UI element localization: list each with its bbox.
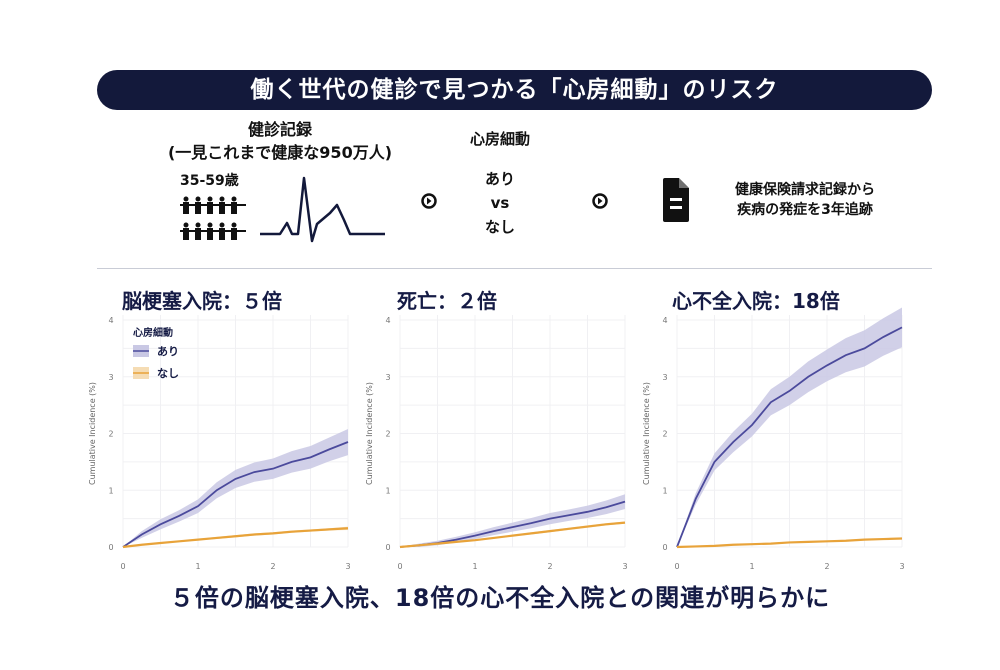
af-no: なし (484, 218, 515, 236)
arrow-circle-icon (592, 193, 608, 209)
divider (97, 268, 932, 269)
x-tick-label: 1 (749, 562, 754, 571)
record-title: 健診記録 (247, 120, 312, 139)
ci-band-ari (677, 307, 902, 547)
ecg-icon (260, 176, 385, 243)
y-tick-label: 1 (385, 486, 390, 495)
x-tick-label: 2 (270, 562, 275, 571)
y-tick-label: 2 (662, 430, 667, 439)
caption: ５倍の脳梗塞入院、18倍の心不全入院との関連が明らかに (169, 584, 831, 612)
legend-title: 心房細動 (133, 326, 173, 339)
x-tick-label: 0 (674, 562, 679, 571)
chart-0: 0 1 2 3 4 0 1 2 3 Cumulative Incidence (%) (88, 315, 351, 571)
legend-item: なし (157, 367, 179, 380)
y-tick-label: 4 (385, 316, 390, 325)
ci-band-ari (123, 428, 348, 547)
y-tick-label: 0 (662, 543, 667, 552)
legend-item: あり (157, 345, 179, 358)
x-tick-label: 0 (397, 562, 402, 571)
y-tick-label: 4 (662, 316, 667, 325)
y-tick-label: 1 (662, 486, 667, 495)
af-title: 心房細動 (469, 130, 530, 148)
x-tick-label: 3 (622, 562, 627, 571)
header-title: 働く世代の健診で見つかる「心房細動」のリスク (97, 70, 932, 110)
age-range: 35-59歳 (180, 173, 239, 189)
y-tick-label: 2 (108, 430, 113, 439)
arrow-circle-icon (421, 193, 437, 209)
y-tick-label: 1 (108, 486, 113, 495)
x-tick-label: 2 (824, 562, 829, 571)
y-tick-label: 3 (662, 373, 667, 382)
followup-line2: 疾病の発症を3年追跡 (737, 202, 873, 218)
chart-1: 0 1 2 3 4 0 1 2 3 Cumulative Incidence (%) (365, 315, 628, 571)
y-tick-label: 3 (108, 373, 113, 382)
x-tick-label: 0 (120, 562, 125, 571)
y-tick-label: 3 (385, 373, 390, 382)
people-icon (180, 196, 246, 240)
chart-2: 0 1 2 3 4 0 1 2 3 Cumulative Incidence (%) (642, 307, 905, 571)
y-tick-label: 4 (108, 316, 113, 325)
af-yes: あり (484, 170, 515, 188)
x-tick-label: 1 (472, 562, 477, 571)
x-tick-label: 3 (899, 562, 904, 571)
x-tick-label: 3 (345, 562, 350, 571)
record-subtitle: (一見これまで健康な950万人) (167, 143, 393, 162)
document-icon (663, 178, 689, 222)
x-tick-label: 2 (547, 562, 552, 571)
followup-line1: 健康保険請求記録から (735, 182, 875, 198)
y-tick-label: 2 (385, 430, 390, 439)
x-tick-label: 1 (195, 562, 200, 571)
chart-title-death: 死亡：２倍 (397, 289, 497, 313)
y-tick-label: 0 (385, 543, 390, 552)
chart-title-heart-failure: 心不全入院：18倍 (672, 289, 840, 313)
y-tick-label: 0 (108, 543, 113, 552)
chart-title-stroke: 脳梗塞入院：５倍 (122, 289, 282, 313)
y-axis-label: Cumulative Incidence (%) (642, 382, 651, 485)
y-axis-label: Cumulative Incidence (%) (365, 382, 374, 485)
af-vs: vs (490, 194, 510, 212)
y-axis-label: Cumulative Incidence (%) (88, 382, 97, 485)
